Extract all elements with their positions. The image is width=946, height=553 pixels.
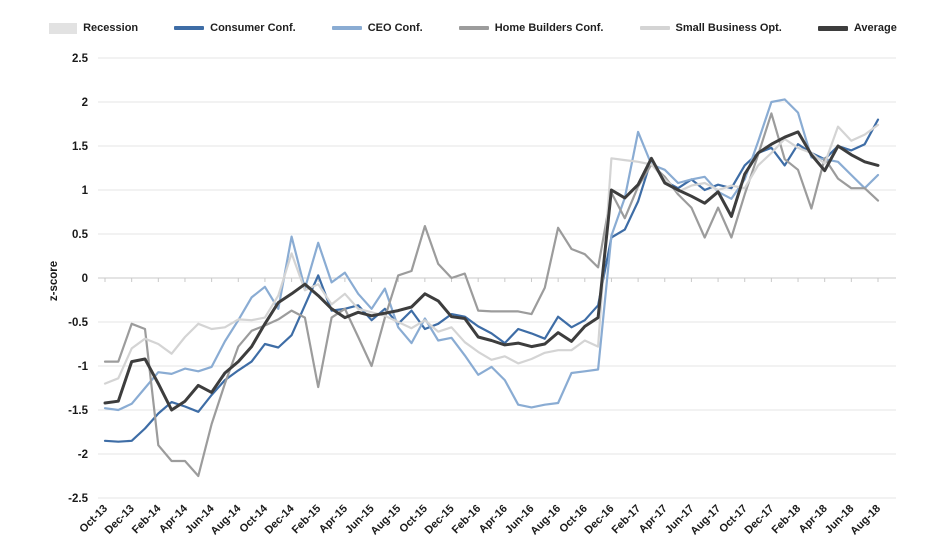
y-tick-label: 0.5 <box>72 229 89 241</box>
series-line-consumer-conf <box>103 118 880 443</box>
x-tick-label: Feb-15 <box>290 503 324 537</box>
x-tick-label: Dec-15 <box>423 503 457 537</box>
series-line-home-builders-conf <box>103 112 880 478</box>
legend-swatch-small-business-opt <box>639 26 670 30</box>
chart-legend: Recession Consumer Conf. CEO Conf. Home Bui… <box>0 22 946 34</box>
x-tick-label: Aug-17 <box>688 503 723 538</box>
y-tick-label: -1.5 <box>68 405 88 417</box>
legend-swatch-average <box>817 25 848 31</box>
zero-axis-line <box>98 277 896 282</box>
legend-swatch-ceo-conf <box>331 26 362 30</box>
legend-label-consumer-conf: Consumer Conf. <box>210 22 296 34</box>
legend-swatch-home-builders-conf <box>458 26 489 30</box>
x-tick-label: Aug-16 <box>528 503 563 538</box>
y-tick-label: -2 <box>78 449 88 461</box>
legend-swatch-recession <box>49 22 78 34</box>
x-tick-label: Feb-17 <box>610 503 644 537</box>
legend-label-recession: Recession <box>83 22 139 34</box>
y-tick-label: -2.5 <box>68 493 88 505</box>
y-tick-label: 1.5 <box>72 141 89 153</box>
legend-item-recession[interactable]: Recession <box>49 22 138 34</box>
legend-item-small-business-opt[interactable]: Small Business Opt. <box>639 22 782 34</box>
y-tick-label: 1 <box>82 185 89 197</box>
legend-label-average: Average <box>853 22 897 34</box>
series-line-small-business-opt <box>103 123 880 385</box>
y-tick-label: 2 <box>82 97 88 109</box>
legend-item-ceo-conf[interactable]: CEO Conf. <box>331 22 423 34</box>
y-axis-title: z-score <box>48 261 60 301</box>
legend-item-consumer-conf[interactable]: Consumer Conf. <box>174 22 296 34</box>
y-tick-label: -1 <box>78 361 89 373</box>
series-line-average <box>103 130 880 412</box>
x-tick-label: Feb-16 <box>450 503 484 537</box>
x-tick-label: Aug-18 <box>848 503 883 538</box>
x-tick-label: Feb-14 <box>130 502 164 536</box>
x-tick-label: Aug-15 <box>368 503 403 538</box>
x-tick-label: Feb-18 <box>770 503 804 537</box>
y-tick-label: -0.5 <box>68 317 88 329</box>
y-tick-label: 0 <box>82 273 88 285</box>
legend-item-home-builders-conf[interactable]: Home Builders Conf. <box>458 22 604 34</box>
x-tick-label: Dec-13 <box>103 503 137 537</box>
x-tick-label: Dec-17 <box>743 503 777 537</box>
x-tick-label: Aug-14 <box>209 502 244 537</box>
legend-item-average[interactable]: Average <box>817 22 897 34</box>
legend-label-small-business-opt: Small Business Opt. <box>675 22 782 34</box>
y-axis-tick-labels: -2.5 -2 -1.5 -1 -0.5 0 0.5 1 1.5 2 2.5 <box>68 53 88 505</box>
legend-label-ceo-conf: CEO Conf. <box>367 22 423 34</box>
legend-label-home-builders-conf: Home Builders Conf. <box>494 22 604 34</box>
x-tick-label: Dec-16 <box>583 503 617 537</box>
series-lines <box>103 98 880 478</box>
legend-swatch-consumer-conf <box>174 26 205 30</box>
y-tick-label: 2.5 <box>72 53 89 65</box>
x-axis-tick-labels: Oct-13Dec-13Feb-14Apr-14Jun-14Aug-14Oct-… <box>77 502 883 537</box>
